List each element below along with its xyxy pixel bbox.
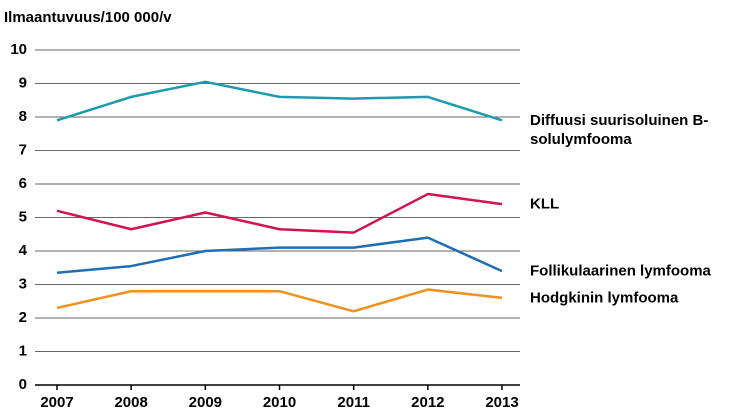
y-tick-label: 8 (19, 108, 27, 125)
y-tick-label: 10 (10, 41, 27, 58)
y-tick-label: 3 (19, 275, 27, 292)
y-tick-label: 7 (19, 141, 27, 158)
x-tick-label: 2010 (263, 394, 296, 411)
series-line (56, 236, 503, 275)
series-label: Diffuusi suurisoluinen B-solulymfooma (530, 112, 709, 149)
x-tick-label: 2013 (485, 394, 518, 411)
series-label: Follikulaarinen lymfooma (530, 262, 711, 280)
x-tick-label: 2011 (337, 394, 370, 411)
x-tick-label: 2012 (411, 394, 444, 411)
y-tick-label: 2 (19, 309, 27, 326)
x-tick-label: 2009 (189, 394, 222, 411)
series-line (56, 192, 503, 234)
series-line (56, 288, 503, 313)
y-tick-label: 9 (19, 74, 27, 91)
x-tick-label: 2007 (40, 394, 73, 411)
chart-title: Ilmaantuvuus/100 000/v (4, 9, 172, 26)
y-tick-label: 4 (19, 242, 28, 259)
series-line (56, 80, 503, 122)
y-tick-label: 5 (19, 208, 27, 225)
series-label: KLL (530, 195, 560, 213)
series-label: Hodgkinin lymfooma (530, 289, 679, 307)
x-tick-label: 2008 (114, 394, 147, 411)
y-tick-label: 0 (19, 376, 27, 393)
y-tick-label: 1 (19, 342, 27, 359)
y-tick-label: 6 (19, 175, 27, 192)
